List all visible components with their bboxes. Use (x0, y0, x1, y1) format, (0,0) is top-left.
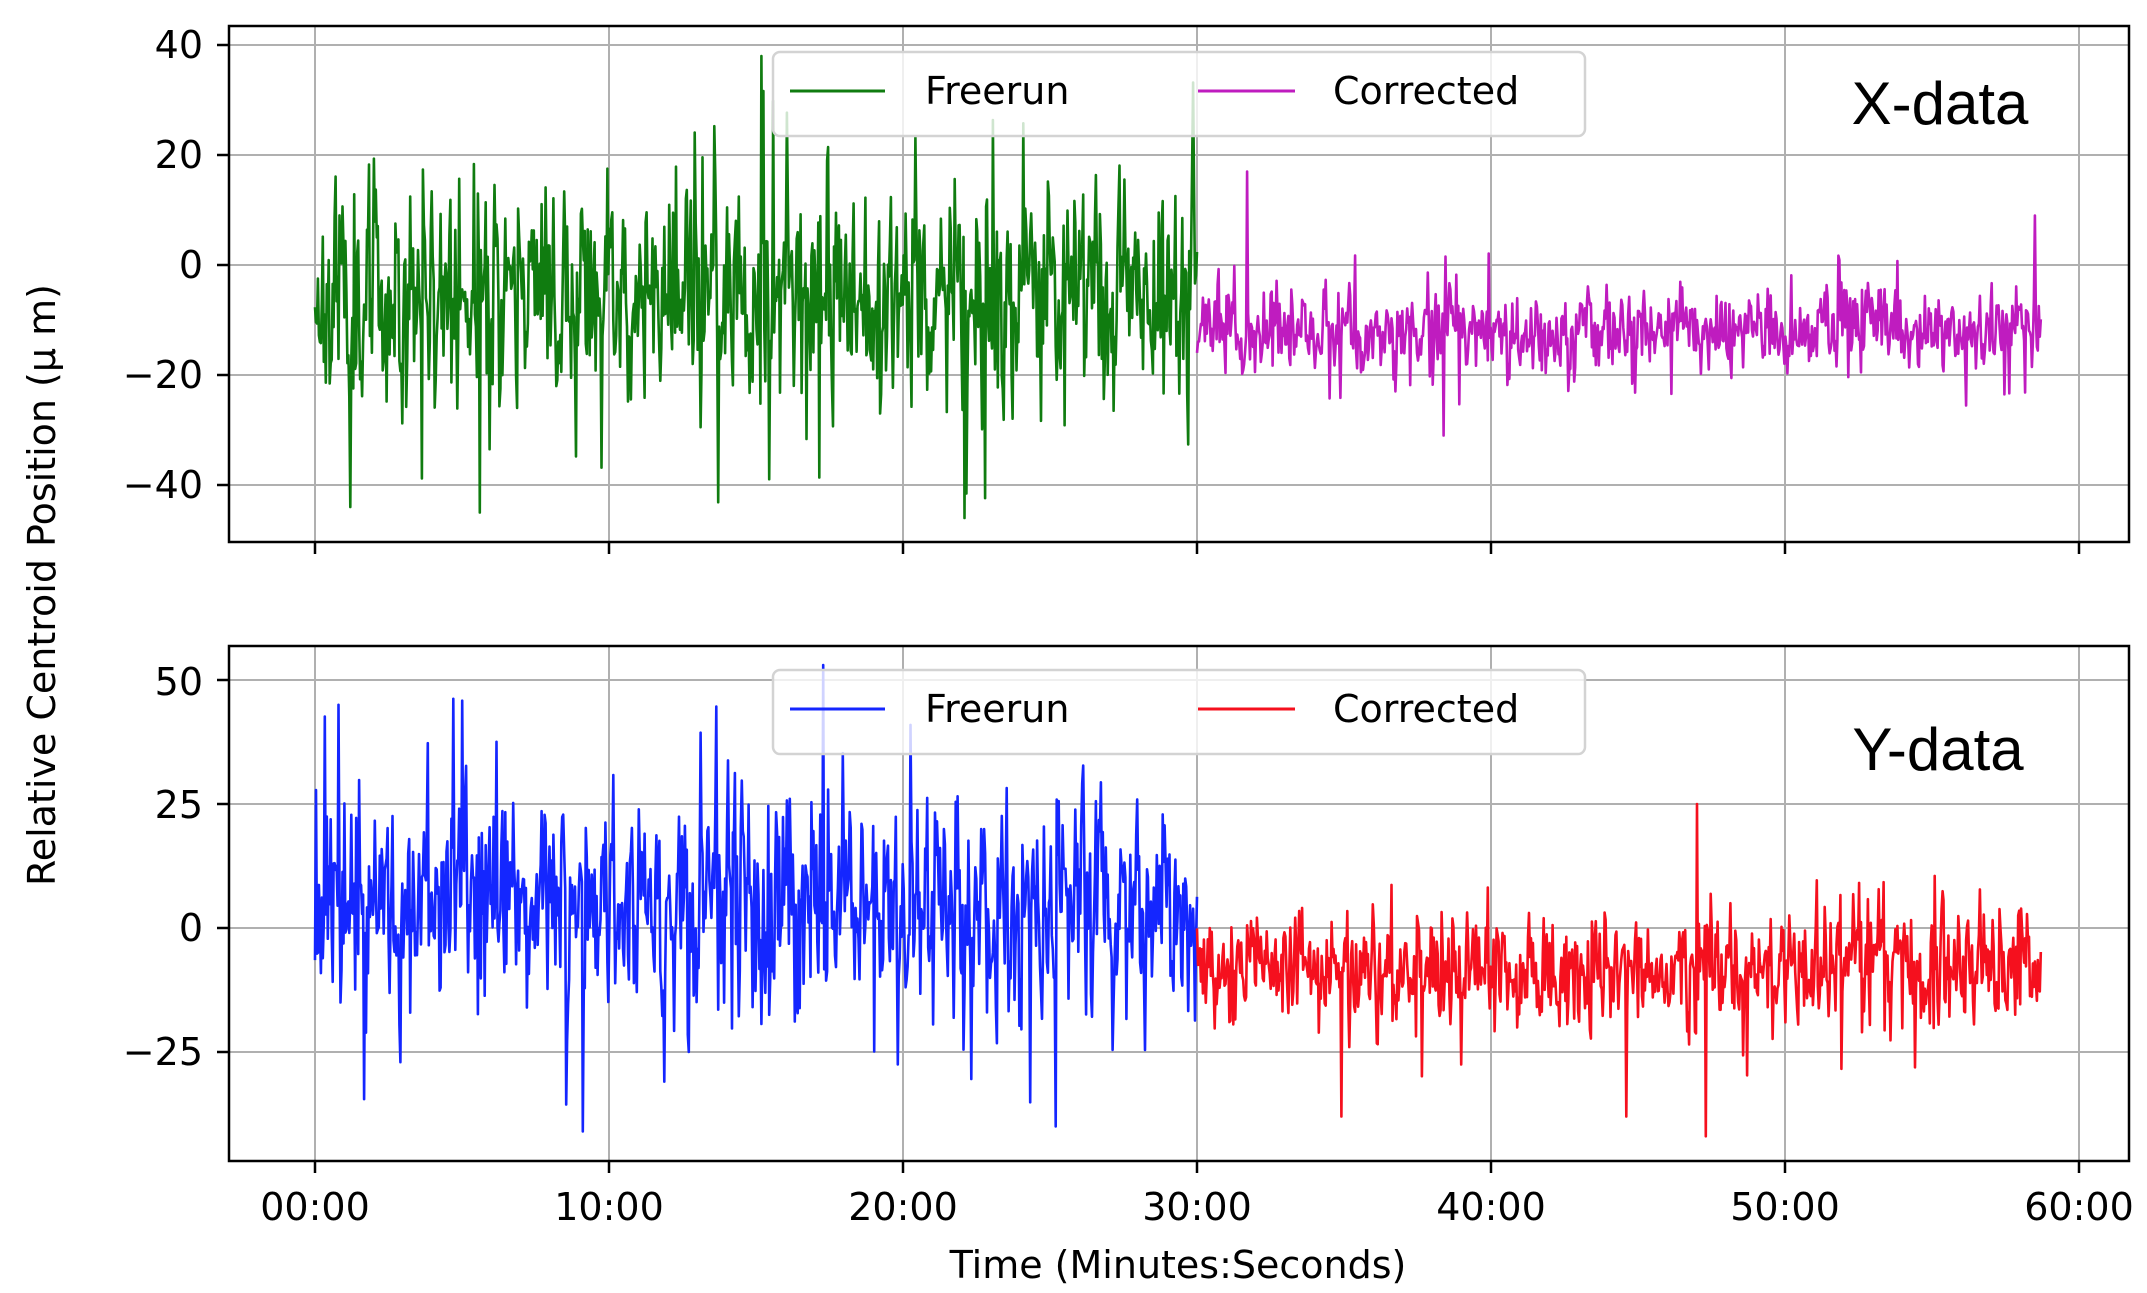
x-tick-label: 00:00 (260, 1185, 370, 1229)
y-tick-label: 0 (179, 906, 203, 950)
x-tick-label: 20:00 (848, 1185, 958, 1229)
y-ticks: 50 25 0 −25 (123, 660, 229, 1074)
legend: Freerun Corrected (771, 668, 1587, 756)
y-axis-label: Relative Centroid Position (μ m) (20, 284, 64, 886)
legend: Freerun Corrected (771, 50, 1587, 138)
series-line-corrected (1195, 170, 2043, 437)
y-ticks: 40 20 0 −20 −40 (123, 23, 229, 507)
data-lines (313, 663, 2043, 1138)
series-line-freerun (313, 663, 1199, 1133)
x-tick-label: 30:00 (1142, 1185, 1252, 1229)
x-tick-label: 60:00 (2024, 1185, 2134, 1229)
axes-frame (227, 644, 2131, 1163)
y-tick-label: 20 (155, 133, 203, 177)
y-tick-label: 25 (155, 783, 203, 827)
x-axis: 00:00 10:00 20:00 30:00 40:00 50:00 60:0… (260, 1185, 2134, 1287)
series-line-freerun (313, 54, 1199, 520)
x-tick-label: 40:00 (1436, 1185, 1546, 1229)
x-tick-label: 10:00 (554, 1185, 664, 1229)
x-axis-label: Time (Minutes:Seconds) (949, 1243, 1407, 1287)
panel-x-data: 40 20 0 −20 −40 Freerun Corrected X-data (123, 23, 2131, 554)
legend-label-freerun: Freerun (925, 687, 1069, 731)
y-tick-label: 0 (179, 243, 203, 287)
legend-box (771, 668, 1587, 756)
axes-frame (227, 24, 2131, 544)
panel-y-data: 50 25 0 −25 Freerun Corrected Y-data (123, 644, 2131, 1173)
legend-label-corrected: Corrected (1333, 69, 1519, 113)
y-tick-label: −25 (123, 1030, 203, 1074)
series-line-corrected (1195, 802, 2043, 1138)
y-tick-label: −20 (123, 353, 203, 397)
panel-label-y-data: Y-data (1852, 716, 2024, 783)
panel-label-x-data: X-data (1852, 70, 2029, 137)
legend-label-corrected: Corrected (1333, 687, 1519, 731)
data-lines (313, 54, 2043, 520)
legend-label-freerun: Freerun (925, 69, 1069, 113)
x-tick-label: 50:00 (1730, 1185, 1840, 1229)
y-tick-label: 50 (155, 660, 203, 704)
y-tick-label: −40 (123, 463, 203, 507)
legend-box (771, 50, 1587, 138)
y-tick-label: 40 (155, 23, 203, 67)
